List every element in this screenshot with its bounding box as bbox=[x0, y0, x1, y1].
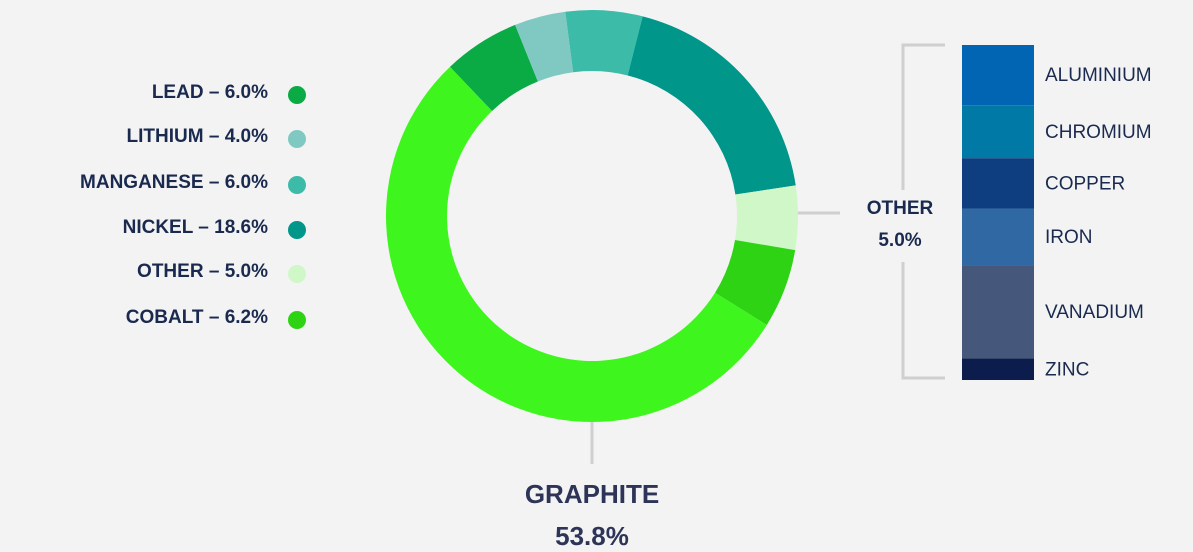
breakdown-label: VANADIUM bbox=[1045, 302, 1144, 323]
donut-segment bbox=[449, 24, 538, 111]
other-bracket bbox=[901, 43, 945, 380]
legend-category: MANGANESE bbox=[80, 172, 204, 193]
graphite-value: 53.8% bbox=[555, 521, 629, 551]
legend-swatch bbox=[288, 86, 306, 104]
legend-value: 5.0% bbox=[225, 261, 268, 282]
breakdown-segment bbox=[962, 158, 1034, 209]
other-value: 5.0% bbox=[878, 230, 921, 251]
donut-segment bbox=[565, 10, 643, 76]
legend-separator: – bbox=[209, 261, 220, 282]
legend-category: LITHIUM bbox=[127, 126, 204, 147]
legend-label: NICKEL – 18.6% bbox=[123, 217, 269, 238]
other-label: OTHER bbox=[867, 198, 934, 219]
breakdown-segment bbox=[962, 105, 1034, 159]
legend-value: 6.2% bbox=[225, 307, 268, 328]
legend-label: LEAD – 6.0% bbox=[152, 82, 268, 103]
legend-separator: – bbox=[198, 217, 209, 238]
breakdown-segment bbox=[962, 265, 1034, 359]
legend-category: LEAD bbox=[152, 82, 204, 103]
legend-value: 6.0% bbox=[225, 172, 268, 193]
donut-segment bbox=[515, 11, 574, 82]
legend-value: 4.0% bbox=[225, 126, 268, 147]
legend-swatch bbox=[288, 130, 306, 148]
legend-separator: – bbox=[209, 126, 220, 147]
donut-segment bbox=[385, 66, 767, 423]
legend-value: 18.6% bbox=[214, 217, 268, 238]
legend-swatch bbox=[288, 221, 306, 239]
donut-segment bbox=[715, 240, 796, 325]
legend-category: COBALT bbox=[126, 307, 204, 328]
legend-swatch bbox=[288, 176, 306, 194]
breakdown-segment bbox=[962, 45, 1034, 106]
breakdown-label: CHROMIUM bbox=[1045, 122, 1152, 143]
legend-swatch bbox=[288, 311, 306, 329]
legend-separator: – bbox=[209, 82, 220, 103]
legend-value: 6.0% bbox=[225, 82, 268, 103]
breakdown-segment bbox=[962, 208, 1034, 266]
legend-category: NICKEL bbox=[123, 217, 194, 238]
legend-category: OTHER bbox=[137, 261, 204, 282]
donut-segment bbox=[627, 16, 796, 195]
legend-swatch bbox=[288, 265, 306, 283]
legend-label: OTHER – 5.0% bbox=[137, 261, 268, 282]
legend-label: MANGANESE – 6.0% bbox=[80, 172, 268, 193]
legend-label: COBALT – 6.2% bbox=[126, 307, 268, 328]
breakdown-segment bbox=[962, 358, 1034, 380]
legend-separator: – bbox=[209, 307, 220, 328]
breakdown-label: IRON bbox=[1045, 227, 1093, 248]
legend-separator: – bbox=[209, 172, 220, 193]
breakdown-label: COPPER bbox=[1045, 173, 1125, 194]
graphite-label: GRAPHITE bbox=[525, 479, 659, 509]
donut-segment bbox=[734, 185, 798, 251]
legend-label: LITHIUM – 4.0% bbox=[127, 126, 269, 147]
breakdown-label: ZINC bbox=[1045, 359, 1089, 380]
breakdown-label: ALUMINIUM bbox=[1045, 65, 1152, 86]
